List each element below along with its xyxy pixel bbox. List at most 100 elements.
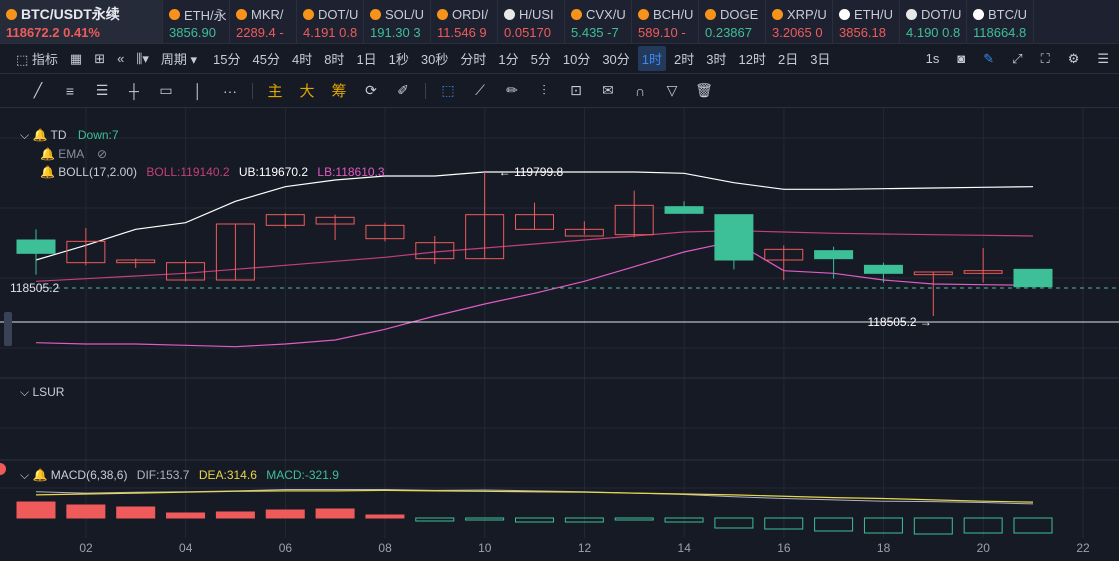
ticker-name: SOL/U [385, 6, 425, 22]
alert-icon[interactable]: 🔔 [40, 147, 55, 161]
price-chart[interactable]: 02 04 06 08 10 12 14 16 18 20 22 118505.2 ← 119799.… [0, 108, 1119, 561]
layout-icon[interactable]: ⊞ [94, 50, 106, 66]
filter-icon[interactable]: ▽ [666, 82, 678, 98]
vertical-line-icon[interactable]: │ [193, 82, 203, 99]
period-1分[interactable]: 1分 [498, 52, 519, 67]
period-1时[interactable]: 1时 [637, 46, 667, 71]
period-1日[interactable]: 1日 [356, 52, 377, 67]
macd-bar [564, 517, 604, 523]
indicators-button[interactable]: ⬚ 指标 [16, 52, 58, 67]
collapse-icon[interactable]: ⌵ [20, 128, 30, 142]
x-tick-label: 02 [79, 541, 93, 555]
ticker-13[interactable]: BTC/U 118664.8 [967, 0, 1034, 43]
alert-dot[interactable] [0, 463, 6, 475]
collapse-icon[interactable]: ⌵ [20, 385, 30, 399]
ticker-name: DOT/U [318, 6, 359, 22]
ticker-price: 0.05170 [504, 25, 551, 40]
brush-icon[interactable]: ✏ [506, 82, 518, 98]
candle-type-icon[interactable]: ⫼▾ [136, 50, 149, 66]
candle-body [714, 214, 754, 261]
rectangle-icon[interactable]: ▭ [159, 82, 173, 98]
replay-icon[interactable]: « [117, 51, 125, 66]
ticker-name: XRP/U [787, 6, 827, 22]
candle-body [215, 223, 255, 281]
ticker-9[interactable]: DOGE 0.23867 [699, 0, 766, 43]
macd-bar [1013, 517, 1053, 534]
ticker-10[interactable]: XRP/U 3.2065 0 [766, 0, 833, 43]
ticker-4[interactable]: SOL/U 191.30 3 [364, 0, 431, 43]
select-icon[interactable]: ⬚ [441, 82, 455, 98]
main-chart-toggle[interactable]: 主 [267, 83, 283, 100]
dea-value: DEA:314.6 [198, 468, 257, 482]
period-10分[interactable]: 10分 [562, 52, 591, 67]
big-order-toggle[interactable]: 大 [299, 83, 315, 100]
x-tick-label: 04 [179, 541, 193, 555]
period-3时[interactable]: 3时 [706, 52, 727, 67]
boll-lower-line [35, 240, 1034, 348]
period-5分[interactable]: 5分 [530, 52, 551, 67]
period-30分[interactable]: 30分 [602, 52, 630, 67]
lock-icon[interactable]: ⊡ [570, 82, 582, 98]
trendline-icon[interactable]: ╱ [33, 82, 43, 98]
candle-body [1013, 268, 1053, 288]
ticker-11[interactable]: ETH/U 3856.18 [833, 0, 900, 43]
pen-icon[interactable]: ✐ [397, 82, 409, 98]
ticker-symbol: XRP/U [772, 6, 832, 22]
candle-body [863, 264, 903, 274]
period-3日[interactable]: 3日 [810, 52, 831, 67]
alert-icon[interactable]: 🔔 [40, 165, 55, 179]
camera-icon[interactable]: ◙ [957, 51, 966, 66]
pattern-icon[interactable]: ⫶ [542, 82, 546, 98]
lsur-label: LSUR [32, 385, 65, 399]
settings-icon[interactable]: ⚙ [1067, 50, 1080, 66]
period-2时[interactable]: 2时 [674, 52, 695, 67]
fib-icon[interactable]: ☰ [95, 82, 109, 98]
edit-icon[interactable]: ✎ [983, 50, 995, 66]
ticker-3[interactable]: DOT/U 4.191 0.8 [297, 0, 364, 43]
ticker-2[interactable]: MKR/2289.4 - [230, 0, 297, 43]
more-tools-icon[interactable]: ··· [223, 82, 237, 99]
td-value: Down:7 [77, 128, 119, 142]
candle-body [913, 271, 953, 276]
annotations: 118505.2 ← 119799.8 118505.2 → [0, 165, 1119, 329]
period-8时[interactable]: 8时 [324, 52, 345, 67]
eye-off-icon[interactable]: ⊘ [96, 147, 108, 161]
ruler-icon[interactable]: ⟋ [475, 82, 485, 98]
ticker-1[interactable]: ETH/永 3856.90 [163, 0, 230, 43]
compare-icon[interactable]: ⟳ [365, 82, 377, 98]
period-12时[interactable]: 12时 [738, 52, 766, 67]
period-15分[interactable]: 15分 [213, 52, 241, 67]
alert-icon[interactable]: 🔔 [32, 468, 48, 482]
ticker-6[interactable]: H/USI 0.05170 [498, 0, 565, 43]
ticker-8[interactable]: BCH/U 589.10 - [632, 0, 699, 43]
trash-icon[interactable]: 🗑 [695, 82, 713, 98]
ticker-5[interactable]: ORDI/11.546 9 [431, 0, 498, 43]
boll-ub-value: UB:119670.2 [238, 165, 309, 179]
left-panel-handle[interactable] [4, 312, 12, 346]
fullscreen-icon[interactable]: ⛶ [1040, 50, 1050, 66]
period-分时[interactable]: 分时 [460, 52, 487, 67]
coin-icon [839, 8, 850, 20]
chip-distribution-toggle[interactable]: 筹 [331, 83, 347, 100]
period-2日[interactable]: 2日 [777, 52, 799, 67]
note-icon[interactable]: ✉ [602, 82, 614, 98]
second-interval[interactable]: 1s [925, 51, 940, 66]
alert-icon[interactable]: 🔔 [32, 128, 48, 142]
calendar-icon[interactable]: ▦ [69, 50, 83, 66]
period-dropdown[interactable]: 周期 ▾ [160, 52, 198, 67]
parallel-lines-icon[interactable]: ≡ [65, 82, 75, 99]
period-4时[interactable]: 4时 [291, 52, 313, 67]
period-30秒[interactable]: 30秒 [420, 52, 449, 67]
ticker-0[interactable]: BTC/USDT永续 118672.2 0.41% [0, 0, 163, 43]
magnet-icon[interactable]: ∩ [634, 82, 646, 99]
expand-icon[interactable]: ⤢ [1012, 50, 1023, 66]
boll-upper-line [35, 171, 1034, 261]
menu-icon[interactable]: ☰ [1097, 50, 1109, 66]
period-label: 周期 [160, 52, 187, 67]
collapse-icon[interactable]: ⌵ [20, 468, 30, 482]
period-1秒[interactable]: 1秒 [388, 52, 409, 67]
period-45分[interactable]: 45分 [252, 52, 280, 67]
ticker-7[interactable]: CVX/U 5.435 -7 [565, 0, 632, 43]
horizontal-line-icon[interactable]: ┼ [129, 82, 139, 99]
ticker-12[interactable]: DOT/U 4.190 0.8 [900, 0, 967, 43]
